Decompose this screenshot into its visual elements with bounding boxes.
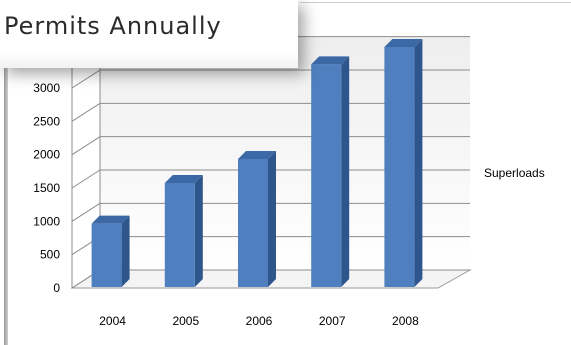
y-tick-label: 2000 xyxy=(33,148,60,162)
bar-top xyxy=(91,215,130,224)
bar xyxy=(91,223,122,287)
y-tick-label: 1000 xyxy=(33,214,60,228)
left-edge-bar xyxy=(4,0,8,345)
bar xyxy=(164,182,195,287)
y-tick-label: 2500 xyxy=(33,114,60,128)
gridline-slant xyxy=(71,169,101,189)
bar-side xyxy=(414,38,423,287)
legend-series-label: Superloads xyxy=(484,166,545,180)
x-axis-ticks: 2004 2005 2006 2007 2008 xyxy=(99,314,419,328)
x-tick-label: 2004 xyxy=(99,314,126,328)
bar-top xyxy=(238,150,276,159)
bar-top xyxy=(164,174,203,183)
x-tick-label: 2006 xyxy=(246,314,273,328)
bar xyxy=(311,64,342,287)
gridline-slant xyxy=(71,136,101,156)
y-tick-label: 1500 xyxy=(33,181,60,195)
x-tick-label: 2008 xyxy=(392,314,419,328)
bar-top xyxy=(384,38,423,47)
bar xyxy=(238,158,268,287)
top-edge-line xyxy=(300,2,571,3)
title-box: Permits Annually xyxy=(0,0,298,68)
bars xyxy=(91,38,423,287)
bar-side xyxy=(341,56,350,287)
chart-title: Permits Annually xyxy=(4,12,222,40)
y-axis-ticks: 0500100015002000250030003500 xyxy=(33,48,60,295)
bar-side xyxy=(121,215,130,287)
gridline-slant xyxy=(71,102,101,122)
bar-top xyxy=(311,56,350,65)
y-tick-label: 3000 xyxy=(33,81,60,95)
x-tick-label: 2005 xyxy=(172,314,199,328)
gridline-slant xyxy=(71,69,101,89)
y-tick-label: 500 xyxy=(40,248,60,262)
bar xyxy=(384,46,415,287)
y-tick-label: 0 xyxy=(53,281,60,295)
bar-side xyxy=(194,174,203,287)
bar-side xyxy=(268,150,276,287)
gridline-slant xyxy=(71,202,101,222)
x-tick-label: 2007 xyxy=(319,314,346,328)
